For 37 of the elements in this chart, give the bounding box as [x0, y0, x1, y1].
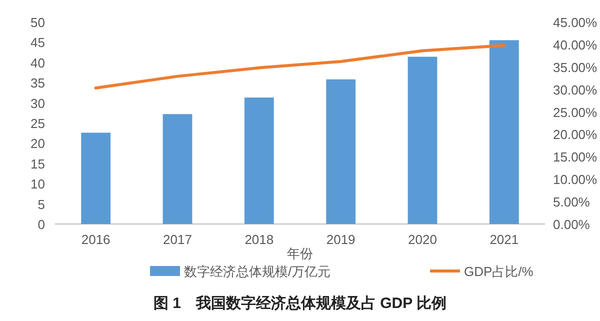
y2-tick-label: 15.00%: [553, 150, 598, 165]
y-tick-label: 25: [30, 116, 45, 131]
y-tick-label: 15: [30, 156, 45, 172]
x-tick-label: 2016: [81, 232, 110, 247]
bar: [81, 132, 111, 224]
y-tick-label: 20: [30, 136, 45, 152]
y2-tick-label: 10.00%: [553, 172, 598, 188]
y-tick-label: 30: [30, 96, 45, 111]
x-tick-label: 2020: [408, 232, 437, 247]
legend-label: GDP占比/%: [464, 264, 534, 279]
x-tick-label: 2017: [163, 232, 192, 247]
bar: [244, 98, 274, 224]
x-tick-label: 2018: [244, 232, 274, 247]
y2-tick-label: 20.00%: [553, 127, 598, 142]
y-tick-label: 40: [30, 55, 45, 70]
y-tick-label: 10: [30, 176, 45, 192]
y-tick-label: 45: [30, 35, 45, 50]
y-tick-label: 50: [30, 15, 45, 30]
y-tick-label: 0: [38, 217, 45, 232]
y2-tick-label: 40.00%: [553, 37, 598, 52]
bar: [326, 79, 356, 224]
y2-tick-label: 35.00%: [553, 60, 598, 75]
x-axis-title: 年份: [287, 246, 313, 261]
x-tick-label: 2019: [326, 232, 356, 247]
y-tick-label: 35: [30, 76, 45, 91]
y2-tick-label: 45.00%: [553, 15, 598, 30]
bar: [408, 56, 438, 224]
y2-tick-label: 30.00%: [553, 82, 598, 98]
text: 图 1 我国数字经济总体规模及占 GDP 比例: [153, 294, 447, 312]
legend-label: 数字经济总体规模/万亿元: [184, 264, 331, 279]
y2-tick-label: 0.00%: [553, 217, 590, 232]
y-tick-label: 5: [38, 196, 45, 212]
bar: [489, 40, 519, 224]
x-tick-label: 2021: [490, 232, 519, 247]
y2-tick-label: 25.00%: [553, 104, 598, 120]
y2-tick-label: 5.00%: [553, 194, 590, 210]
bar: [162, 114, 192, 224]
